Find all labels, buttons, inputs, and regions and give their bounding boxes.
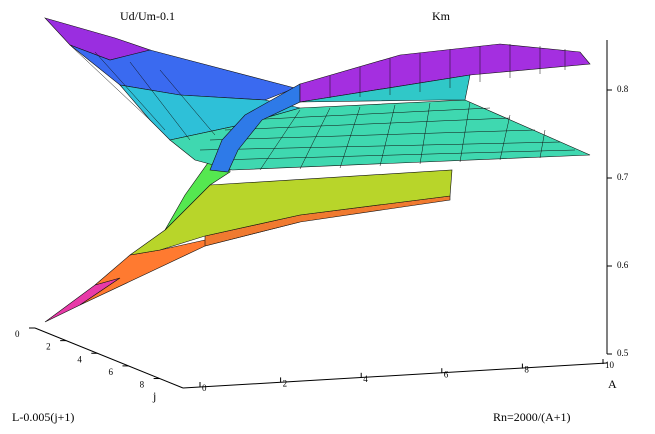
grid-mesh: [69, 44, 216, 141]
grid-mesh: [259, 101, 546, 171]
annotation: L-0.005(j+1): [12, 410, 74, 424]
surfaces: [44, 17, 591, 323]
surface-patch: [79, 221, 301, 306]
x-tick-label: 4: [363, 374, 368, 384]
x-tick-label: 0: [202, 383, 207, 393]
surface-grid: [69, 44, 576, 171]
z-tick-label: 0.7: [617, 172, 629, 182]
y-tick-label: 6: [108, 367, 113, 377]
y-tick-label: 0: [15, 329, 20, 339]
z-tick-label: 0.8: [617, 84, 629, 94]
annotation: Rn=2000/(A+1): [493, 410, 571, 424]
x-axis: [182, 362, 608, 389]
x-axis-label: A: [608, 377, 617, 391]
x-tick-label: 2: [283, 378, 288, 388]
annotation: Km: [432, 9, 451, 23]
x-tick-label: 8: [524, 365, 529, 375]
surface-patch: [44, 277, 121, 323]
z-tick-label: 0.6: [617, 260, 629, 270]
axes: 0 2 4 6 8 0 2 4 6 8 100.5 0.6 0.7 0.8: [15, 40, 629, 393]
y-tick-label: 4: [77, 354, 82, 364]
y-tick-label: 8: [140, 380, 145, 390]
annotation: Ud/Um-0.1: [120, 9, 175, 23]
grid-mesh: [329, 44, 566, 98]
y-tick-label: 2: [46, 342, 51, 352]
surface-patch: [299, 74, 471, 103]
x-tick-label: 10: [605, 360, 615, 370]
y-axis: [34, 327, 184, 389]
y-axis-label: j: [152, 389, 156, 403]
z-tick-label: 0.5: [617, 348, 629, 358]
x-tick-label: 6: [444, 369, 449, 379]
grid-mesh: [199, 107, 576, 161]
